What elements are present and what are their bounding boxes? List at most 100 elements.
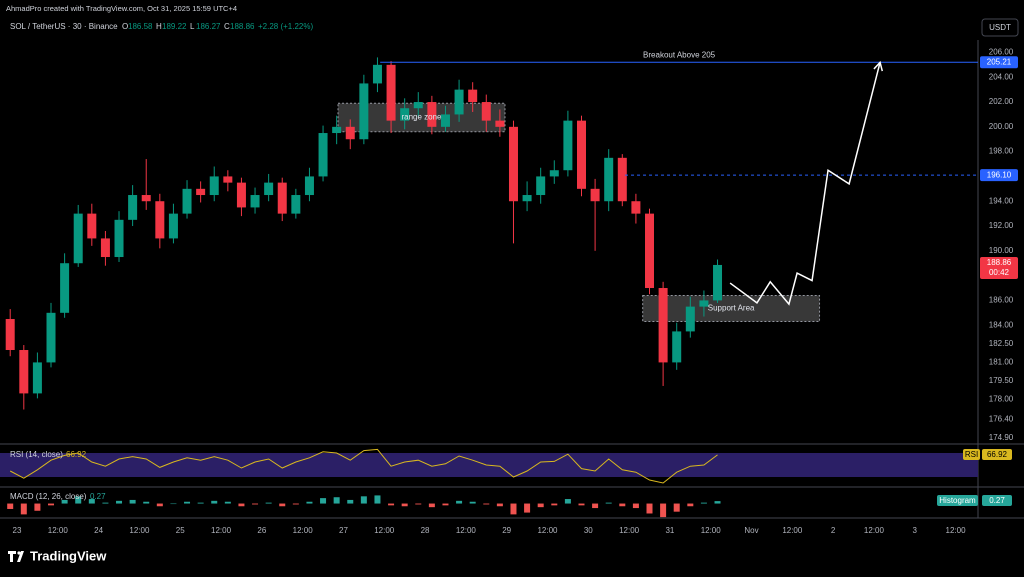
currency-button[interactable]: [981, 18, 1019, 37]
ohlc-label: O: [122, 22, 128, 31]
current-price-tag: [980, 256, 1018, 279]
candle-body: [87, 213, 97, 239]
histogram-bar: [61, 499, 68, 504]
y-tick-label: 181.00: [989, 358, 1014, 367]
candle-body: [19, 350, 29, 394]
candle-body: [658, 288, 668, 363]
x-tick-label: 12:00: [48, 526, 69, 535]
histogram-bar: [279, 503, 286, 507]
candle-body: [713, 264, 723, 301]
histogram-bar: [129, 499, 136, 504]
candle-body: [128, 195, 138, 220]
x-tick-label: 25: [176, 526, 185, 535]
histogram-bar: [714, 501, 721, 504]
change: +2.28 (+1.22%): [258, 22, 313, 31]
y-tick-label: 202.00: [989, 97, 1014, 106]
candle-body: [440, 114, 450, 127]
histogram-bar: [388, 503, 395, 506]
candle-body: [236, 182, 246, 208]
countdown: 00:42: [989, 268, 1010, 277]
histogram-bar: [143, 501, 150, 504]
y-tick-label: 200.00: [989, 122, 1014, 131]
x-tick-label: 24: [94, 526, 103, 535]
histogram-bar: [156, 503, 163, 507]
x-tick-label: 23: [13, 526, 22, 535]
x-tick-label: 3: [913, 526, 918, 535]
rsi-tag: [963, 449, 980, 460]
candle-body: [563, 120, 573, 171]
histogram-bar: [88, 499, 95, 504]
candle-body: [576, 120, 586, 189]
x-tick-label: 12:00: [946, 526, 967, 535]
histogram-bar: [320, 498, 327, 504]
candle-body: [345, 126, 355, 140]
ohlc-value: 186.27: [196, 22, 221, 31]
histogram-bar: [347, 499, 354, 504]
candle-body: [645, 213, 655, 289]
macd-tag: [937, 495, 978, 506]
candle-body: [250, 195, 260, 208]
x-tick-label: 2: [831, 526, 836, 535]
histogram-bar: [578, 503, 585, 506]
price-tag-label: 196.10: [987, 170, 1012, 179]
y-tick-label: 206.00: [989, 48, 1014, 57]
projection-path: [729, 62, 881, 306]
histogram-bar: [211, 500, 218, 504]
price-tag: [980, 56, 1018, 69]
histogram-bar: [306, 501, 313, 504]
y-tick-label: 179.50: [989, 376, 1014, 385]
ohlc-label: L: [190, 22, 195, 31]
histogram-bar: [224, 501, 231, 504]
candle-body: [318, 133, 328, 177]
rsi-value-tag-label: 66.92: [987, 450, 1008, 459]
histogram-bar: [537, 503, 544, 508]
macd-value-tag-label: 0.27: [989, 496, 1005, 505]
candle-body: [672, 331, 682, 363]
y-tick-label: 198.00: [989, 147, 1014, 156]
histogram-bar: [687, 503, 694, 507]
histogram-bar: [34, 503, 41, 511]
candle-body: [372, 64, 382, 84]
brand: TradingView: [30, 548, 107, 563]
zone-label: range zone: [401, 113, 442, 122]
rsi-line: [9, 448, 718, 484]
x-tick-label: 12:00: [456, 526, 477, 535]
price-tag: [980, 169, 1018, 182]
rsi-label: RSI (14, close): [10, 450, 63, 459]
y-tick-label: 178.00: [989, 395, 1014, 404]
candle-body: [60, 263, 70, 313]
histogram-bar: [700, 502, 707, 504]
x-tick-label: 26: [257, 526, 266, 535]
histogram-bar: [524, 503, 531, 513]
candle-body: [304, 176, 314, 196]
ohlc-value: 186.58: [128, 22, 153, 31]
currency[interactable]: USDT: [989, 23, 1011, 32]
y-tick-label: 186.00: [989, 296, 1014, 305]
histogram-bar: [564, 499, 571, 504]
candle-body: [427, 102, 437, 127]
histogram-bar: [483, 503, 490, 505]
histogram-bar: [401, 503, 408, 507]
candle-body: [264, 182, 274, 196]
histogram-bar: [238, 503, 245, 507]
projection-arrowhead: [873, 60, 884, 72]
histogram-bar: [592, 503, 599, 509]
candle-body: [386, 64, 396, 121]
histogram-bar: [184, 501, 191, 504]
histogram-bar: [7, 503, 14, 509]
rsi-value: 66.92: [66, 450, 87, 459]
x-tick-label: 29: [502, 526, 511, 535]
credit: AhmadPro created with TradingView.com, O…: [6, 4, 237, 13]
x-tick-label: 12:00: [537, 526, 558, 535]
y-tick-label: 194.00: [989, 196, 1014, 205]
candle-body: [182, 188, 192, 214]
histogram-bar: [632, 503, 639, 509]
candle-body: [114, 219, 124, 258]
breakout-label: Breakout Above 205: [643, 50, 716, 59]
candle-body: [413, 102, 423, 109]
histogram-bar: [292, 503, 299, 505]
macd-value-tag: [982, 495, 1012, 506]
x-tick-label: 12:00: [782, 526, 803, 535]
